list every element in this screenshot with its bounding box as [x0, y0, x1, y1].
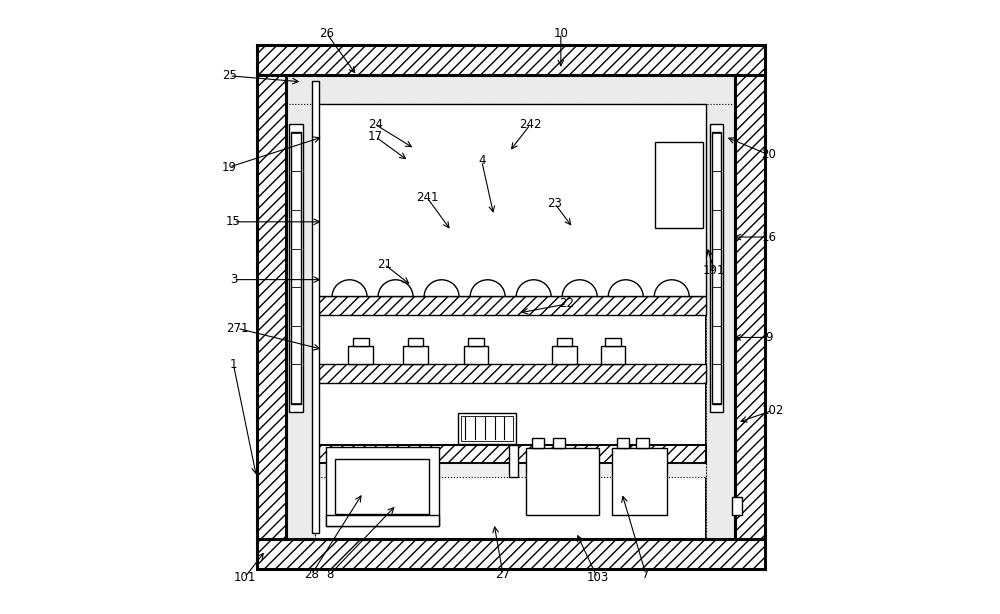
Text: 101: 101 — [233, 571, 256, 585]
Bar — [348, 346, 373, 364]
Text: 21: 21 — [377, 258, 392, 271]
Text: 23: 23 — [547, 197, 562, 210]
Bar — [315, 104, 706, 295]
Text: 241: 241 — [416, 191, 438, 204]
Bar — [612, 448, 667, 515]
Bar — [335, 459, 429, 514]
Bar — [315, 463, 706, 477]
Bar — [257, 74, 286, 540]
Text: 191: 191 — [703, 264, 725, 277]
Text: 20: 20 — [761, 149, 776, 161]
Bar — [315, 295, 706, 315]
Bar — [403, 346, 428, 364]
Bar — [286, 74, 315, 540]
Bar — [601, 346, 625, 364]
Bar — [312, 80, 319, 534]
Text: 27: 27 — [496, 568, 511, 581]
Bar — [257, 540, 765, 569]
Bar — [712, 132, 721, 405]
Bar — [468, 338, 484, 346]
Bar — [286, 74, 735, 104]
Bar — [257, 45, 765, 74]
Bar — [735, 74, 765, 540]
Bar — [461, 416, 513, 440]
Bar — [532, 438, 544, 448]
Bar — [315, 364, 706, 383]
Bar — [710, 124, 723, 411]
Bar — [326, 515, 439, 526]
Text: 22: 22 — [559, 297, 574, 311]
Bar — [636, 438, 649, 448]
Text: 28: 28 — [304, 568, 319, 581]
Text: 102: 102 — [761, 404, 784, 417]
Bar — [315, 445, 706, 463]
Text: 8: 8 — [326, 568, 333, 581]
Text: 17: 17 — [368, 130, 383, 143]
Bar — [315, 104, 706, 540]
Bar — [291, 132, 301, 405]
Text: 9: 9 — [765, 331, 773, 344]
Bar — [617, 438, 629, 448]
Bar — [464, 346, 488, 364]
Bar — [526, 448, 599, 515]
Text: 271: 271 — [226, 322, 248, 335]
Text: 19: 19 — [222, 160, 237, 174]
Text: 15: 15 — [226, 216, 241, 228]
Bar — [605, 338, 621, 346]
Text: 242: 242 — [519, 118, 542, 131]
Bar — [557, 338, 572, 346]
Text: 103: 103 — [586, 571, 608, 585]
Bar — [326, 447, 439, 526]
Bar — [509, 445, 518, 477]
Text: 4: 4 — [478, 155, 485, 168]
Bar — [353, 338, 369, 346]
Text: 3: 3 — [230, 273, 237, 286]
Text: 26: 26 — [319, 26, 334, 40]
Text: 25: 25 — [222, 69, 237, 82]
Text: 7: 7 — [642, 568, 650, 581]
Text: 1: 1 — [230, 359, 237, 371]
Bar — [732, 497, 742, 515]
Text: 16: 16 — [761, 230, 776, 244]
Bar — [553, 438, 565, 448]
Bar — [289, 124, 303, 411]
Bar — [408, 338, 423, 346]
Bar — [706, 74, 735, 540]
Bar — [552, 346, 577, 364]
Text: 10: 10 — [553, 26, 568, 40]
Bar — [458, 413, 516, 443]
Bar — [655, 142, 703, 228]
Text: 24: 24 — [368, 118, 383, 131]
